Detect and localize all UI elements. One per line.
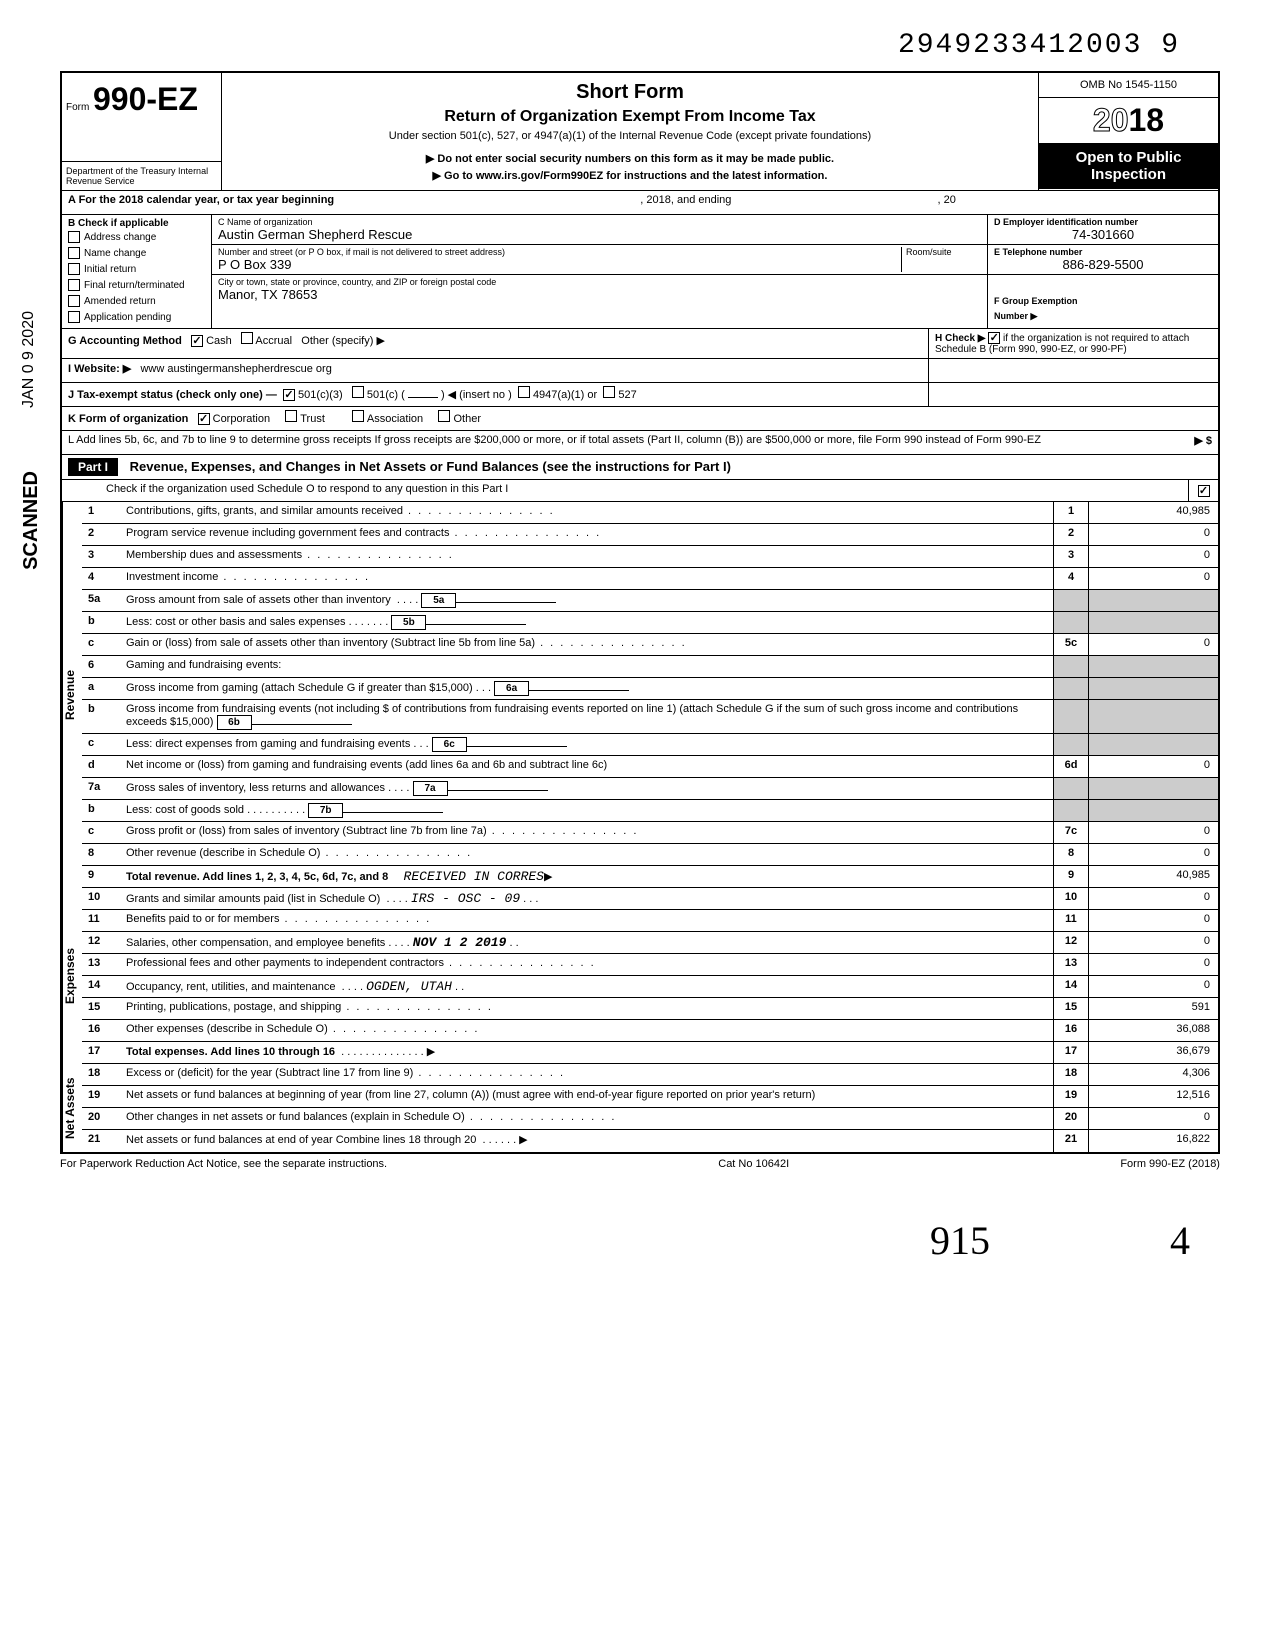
section-e-label: E Telephone number bbox=[994, 247, 1212, 257]
scanned-stamp: SCANNED bbox=[20, 471, 43, 570]
inspection-notice: Open to Public Inspection bbox=[1039, 143, 1218, 189]
chk-assoc[interactable] bbox=[352, 410, 364, 422]
footer-left: For Paperwork Reduction Act Notice, see … bbox=[60, 1158, 387, 1170]
expenses-label: Expenses bbox=[62, 888, 82, 1064]
chk-cash[interactable] bbox=[191, 335, 203, 347]
netassets-label: Net Assets bbox=[62, 1064, 82, 1152]
form-prefix: Form bbox=[66, 102, 89, 113]
form-subtitle: Return of Organization Exempt From Incom… bbox=[230, 108, 1030, 126]
year-suffix: 18 bbox=[1129, 102, 1165, 138]
handwritten-4: 4 bbox=[1170, 1217, 1190, 1264]
city-label: City or town, state or province, country… bbox=[218, 277, 981, 287]
chk-initial-return[interactable] bbox=[68, 263, 80, 275]
section-l-text: L Add lines 5b, 6c, and 7b to line 9 to … bbox=[68, 434, 1041, 446]
section-c-label: C Name of organization bbox=[218, 217, 981, 227]
part1-label: Part I bbox=[68, 458, 118, 476]
footer-center: Cat No 10642I bbox=[718, 1158, 789, 1170]
form-title: Short Form bbox=[230, 81, 1030, 104]
form-number: 990-EZ bbox=[93, 81, 198, 117]
form-subtext: Under section 501(c), 527, or 4947(a)(1)… bbox=[230, 130, 1030, 142]
form-warning: ▶ Do not enter social security numbers o… bbox=[230, 152, 1030, 165]
org-name: Austin German Shepherd Rescue bbox=[218, 227, 981, 242]
chk-527[interactable] bbox=[603, 386, 615, 398]
room-label: Room/suite bbox=[906, 247, 981, 257]
chk-schedO[interactable] bbox=[1198, 485, 1210, 497]
phone-value: 886-829-5500 bbox=[994, 257, 1212, 272]
year-prefix: 20 bbox=[1093, 102, 1129, 138]
chk-name-change[interactable] bbox=[68, 247, 80, 259]
chk-corp[interactable] bbox=[198, 413, 210, 425]
ein-value: 74-301660 bbox=[994, 227, 1212, 242]
chk-final-return[interactable] bbox=[68, 279, 80, 291]
document-id-number: 2949233412003 9 bbox=[60, 30, 1220, 61]
footer-right: Form 990-EZ (2018) bbox=[1120, 1158, 1220, 1170]
form-990ez: Form 990-EZ Department of the Treasury I… bbox=[60, 71, 1220, 1154]
section-a-mid: , 2018, and ending bbox=[640, 194, 731, 206]
section-d-label: D Employer identification number bbox=[994, 217, 1212, 227]
website-value: www austingermanshepherdrescue org bbox=[140, 363, 331, 375]
section-b-label: B Check if applicable bbox=[68, 218, 205, 229]
chk-amended[interactable] bbox=[68, 295, 80, 307]
section-j-label: J Tax-exempt status (check only one) — bbox=[68, 389, 277, 401]
org-address: P O Box 339 bbox=[218, 257, 901, 272]
chk-4947[interactable] bbox=[518, 386, 530, 398]
section-f-label: F Group Exemption Number ▶ bbox=[994, 296, 1078, 321]
section-k-label: K Form of organization bbox=[68, 413, 188, 425]
addr-label: Number and street (or P O box, if mail i… bbox=[218, 247, 901, 257]
section-h-label: H Check ▶ bbox=[935, 333, 985, 344]
section-l-arrow: ▶ $ bbox=[1194, 434, 1212, 447]
org-city: Manor, TX 78653 bbox=[218, 287, 981, 302]
section-i-label: I Website: ▶ bbox=[68, 363, 131, 375]
omb-number: OMB No 1545-1150 bbox=[1039, 73, 1218, 98]
part1-schedO: Check if the organization used Schedule … bbox=[102, 480, 1188, 501]
chk-accrual[interactable] bbox=[241, 332, 253, 344]
revenue-label: Revenue bbox=[62, 502, 82, 888]
section-a-label: A For the 2018 calendar year, or tax yea… bbox=[68, 194, 334, 206]
dept-treasury: Department of the Treasury Internal Reve… bbox=[62, 161, 221, 190]
form-website: ▶ Go to www.irs.gov/Form990EZ for instru… bbox=[230, 169, 1030, 182]
chk-501c3[interactable] bbox=[283, 389, 295, 401]
chk-schedule-b[interactable] bbox=[988, 332, 1000, 344]
part1-title: Revenue, Expenses, and Changes in Net As… bbox=[130, 459, 731, 474]
section-g-label: G Accounting Method bbox=[68, 335, 182, 347]
chk-app-pending[interactable] bbox=[68, 311, 80, 323]
chk-address-change[interactable] bbox=[68, 231, 80, 243]
received-stamp: RECEIVED IN CORRES bbox=[404, 869, 544, 884]
date-stamp: JAN 0 9 2020 bbox=[20, 311, 38, 408]
handwritten-915: 915 bbox=[930, 1217, 990, 1264]
chk-trust[interactable] bbox=[285, 410, 297, 422]
chk-other-org[interactable] bbox=[438, 410, 450, 422]
chk-501c[interactable] bbox=[352, 386, 364, 398]
section-a-end: , 20 bbox=[938, 194, 956, 206]
